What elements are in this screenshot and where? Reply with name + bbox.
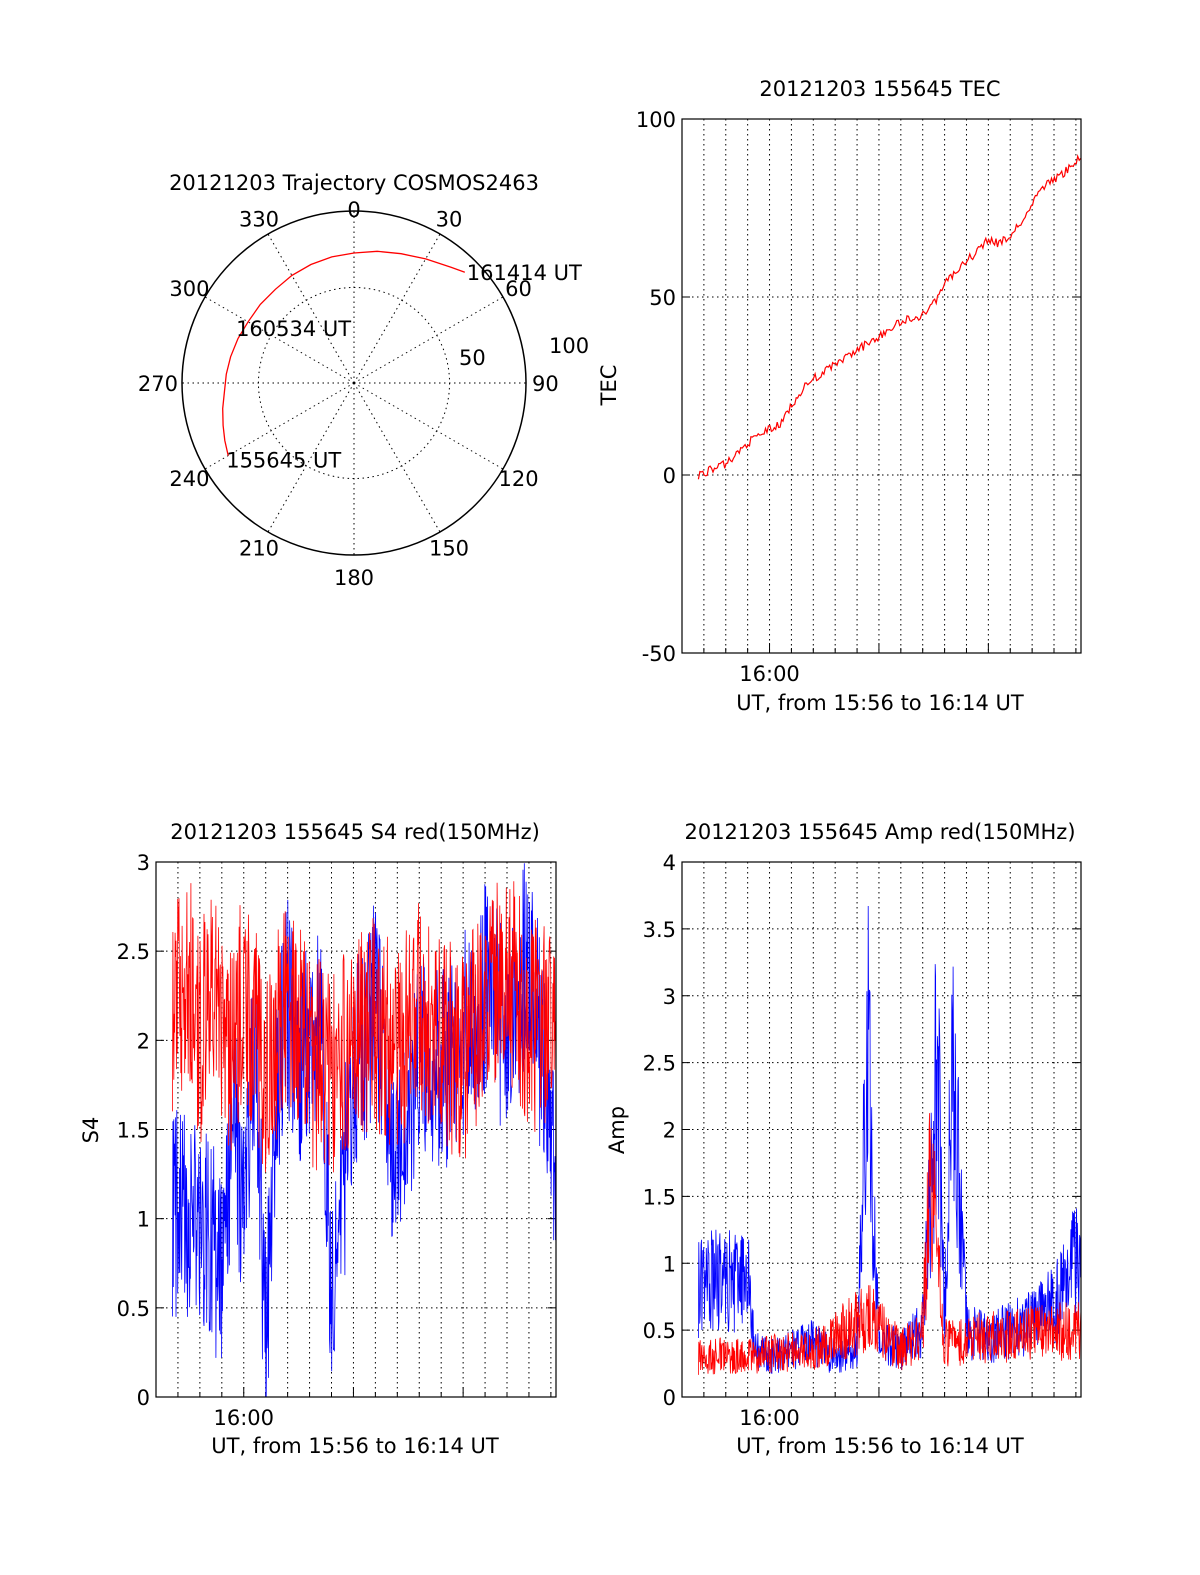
y-tick-label: 0.5 bbox=[117, 1297, 150, 1321]
polar-time-annotation: 155645 UT bbox=[226, 449, 341, 473]
polar-trajectory-line bbox=[222, 250, 466, 456]
polar-radial-label: 100 bbox=[549, 334, 589, 358]
amp-chart: 20121203 155645 Amp red(150MHz) UT, from… bbox=[605, 820, 1082, 1458]
y-tick-label: 50 bbox=[649, 286, 676, 310]
y-tick-label: 1.5 bbox=[117, 1119, 150, 1143]
polar-outer-circle bbox=[181, 210, 527, 556]
polar-labels: 0 30 60 90 120 150 180 210 240 270 300 330 50 100 1556… bbox=[138, 198, 589, 590]
polar-time-annotation: 161414 UT bbox=[467, 261, 582, 285]
polar-azimuth-label: 210 bbox=[239, 537, 279, 561]
y-tick-label: 2 bbox=[137, 1029, 150, 1053]
series-line-0 bbox=[172, 863, 556, 1397]
polar-trajectory-chart: 20121203 Trajectory COSMOS2463 0 30 60 90 12… bbox=[138, 171, 589, 590]
y-tick-label: 2.5 bbox=[117, 940, 150, 964]
polar-spoke bbox=[353, 233, 441, 384]
series-group bbox=[698, 905, 1081, 1375]
series-group bbox=[697, 153, 1081, 480]
series-line-0 bbox=[698, 905, 1081, 1374]
y-tick-label: -50 bbox=[642, 642, 676, 666]
polar-spoke bbox=[267, 233, 355, 384]
amp-x-axis-label: UT, from 15:56 to 16:14 UT bbox=[736, 1434, 1024, 1458]
plot-frame bbox=[155, 861, 557, 1398]
polar-trajectory-series bbox=[222, 250, 466, 456]
polar-azimuth-label: 60 bbox=[505, 277, 532, 301]
series-line-0 bbox=[697, 153, 1081, 480]
series-line-1 bbox=[698, 1113, 1081, 1375]
plot-frame bbox=[681, 118, 1082, 654]
polar-azimuth-label: 0 bbox=[347, 198, 360, 222]
polar-spoke bbox=[204, 382, 355, 470]
y-tick-label: 1 bbox=[663, 1252, 676, 1276]
polar-time-annotation: 160534 UT bbox=[236, 317, 351, 341]
s4-chart: 20121203 155645 S4 red(150MHz) UT, from … bbox=[79, 820, 557, 1458]
x-tick-label: 16:00 bbox=[213, 1406, 274, 1430]
y-tick-label: 0.5 bbox=[643, 1319, 676, 1343]
y-tick-label: 3 bbox=[137, 851, 150, 875]
polar-azimuth-label: 270 bbox=[138, 372, 178, 396]
polar-azimuth-label: 300 bbox=[169, 277, 209, 301]
polar-grid bbox=[182, 211, 526, 555]
y-tick-label: 0 bbox=[137, 1386, 150, 1410]
polar-azimuth-label: 180 bbox=[334, 566, 374, 590]
y-tick-label: 1 bbox=[137, 1208, 150, 1232]
tec-chart: 20121203 155645 TEC UT, from 15:56 to 16… bbox=[597, 77, 1082, 715]
y-tick-label: 0 bbox=[663, 464, 676, 488]
polar-spoke bbox=[267, 382, 355, 533]
y-tick-label: 3 bbox=[663, 985, 676, 1009]
y-tick-label: 2 bbox=[663, 1119, 676, 1143]
polar-spoke bbox=[353, 296, 504, 384]
polar-spoke bbox=[353, 382, 504, 470]
x-tick-label: 16:00 bbox=[739, 662, 800, 686]
polar-azimuth-label: 240 bbox=[169, 467, 209, 491]
polar-azimuth-label: 150 bbox=[429, 537, 469, 561]
polar-spoke bbox=[353, 382, 441, 533]
plot-frame bbox=[681, 861, 1082, 1398]
polar-azimuth-label: 30 bbox=[436, 207, 463, 231]
s4-chart-title: 20121203 155645 S4 red(150MHz) bbox=[170, 820, 540, 844]
y-tick-label: 3.5 bbox=[643, 918, 676, 942]
tec-chart-title: 20121203 155645 TEC bbox=[759, 77, 1000, 101]
series-group bbox=[172, 863, 556, 1397]
polar-spoke bbox=[204, 296, 355, 384]
series-line-1 bbox=[172, 881, 556, 1173]
tec-x-axis-label: UT, from 15:56 to 16:14 UT bbox=[736, 691, 1024, 715]
tec-y-axis-label: TEC bbox=[597, 365, 621, 407]
polar-radial-label: 50 bbox=[459, 346, 486, 370]
polar-azimuth-label: 330 bbox=[239, 207, 279, 231]
amp-chart-title: 20121203 155645 Amp red(150MHz) bbox=[684, 820, 1075, 844]
amp-y-axis-label: Amp bbox=[605, 1106, 629, 1154]
polar-chart-title: 20121203 Trajectory COSMOS2463 bbox=[169, 171, 539, 195]
y-tick-label: 100 bbox=[636, 108, 676, 132]
y-tick-label: 1.5 bbox=[643, 1185, 676, 1209]
polar-azimuth-label: 120 bbox=[498, 467, 538, 491]
x-tick-label: 16:00 bbox=[739, 1406, 800, 1430]
s4-y-axis-label: S4 bbox=[79, 1117, 103, 1144]
y-tick-label: 2.5 bbox=[643, 1052, 676, 1076]
y-tick-label: 4 bbox=[663, 851, 676, 875]
grid-lines bbox=[681, 118, 1081, 654]
y-tick-label: 0 bbox=[663, 1386, 676, 1410]
s4-x-axis-label: UT, from 15:56 to 16:14 UT bbox=[211, 1434, 499, 1458]
polar-azimuth-label: 90 bbox=[532, 372, 559, 396]
